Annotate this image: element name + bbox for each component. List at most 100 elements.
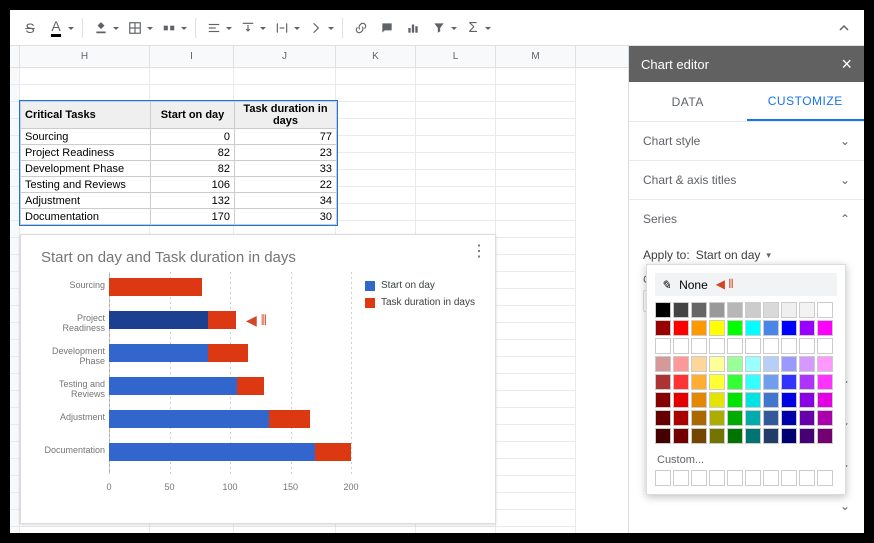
column-header[interactable]: H (20, 46, 150, 67)
link-icon[interactable] (349, 16, 373, 40)
color-swatch[interactable] (781, 410, 797, 426)
color-custom-slot[interactable] (763, 470, 779, 486)
color-swatch[interactable] (691, 302, 707, 318)
color-swatch[interactable] (799, 356, 815, 372)
color-swatch[interactable] (799, 392, 815, 408)
color-swatch[interactable] (691, 410, 707, 426)
section-chart-style[interactable]: Chart style⌄ (629, 122, 864, 161)
chart-menu-icon[interactable]: ⋮ (471, 241, 487, 261)
table-cell[interactable]: 132 (151, 193, 235, 209)
color-swatch[interactable] (745, 392, 761, 408)
color-swatch[interactable] (781, 392, 797, 408)
color-swatch[interactable] (799, 410, 815, 426)
color-swatch[interactable] (763, 374, 779, 390)
color-swatch[interactable] (799, 374, 815, 390)
color-custom-slot[interactable] (745, 470, 761, 486)
column-header[interactable]: K (336, 46, 416, 67)
align-v-icon[interactable] (236, 16, 260, 40)
color-swatch[interactable] (691, 338, 707, 354)
apply-to-value[interactable]: Start on day (696, 248, 761, 262)
color-swatch[interactable] (655, 356, 671, 372)
column-header[interactable]: L (416, 46, 496, 67)
color-custom-label[interactable]: Custom... (655, 450, 837, 468)
color-swatch[interactable] (673, 356, 689, 372)
color-swatch[interactable] (655, 410, 671, 426)
color-swatch[interactable] (727, 356, 743, 372)
color-swatch[interactable] (691, 374, 707, 390)
color-swatch[interactable] (727, 374, 743, 390)
color-swatch[interactable] (763, 428, 779, 444)
color-swatch[interactable] (763, 320, 779, 336)
column-header[interactable]: M (496, 46, 576, 67)
table-cell[interactable]: 22 (235, 177, 337, 193)
color-swatch[interactable] (781, 320, 797, 336)
color-swatch[interactable] (817, 374, 833, 390)
align-h-icon[interactable] (202, 16, 226, 40)
table-cell[interactable]: Development Phase (21, 161, 151, 177)
table-cell[interactable]: 170 (151, 209, 235, 225)
tab-data[interactable]: DATA (629, 82, 747, 121)
color-swatch[interactable] (817, 410, 833, 426)
color-swatch[interactable] (691, 320, 707, 336)
color-swatch[interactable] (799, 338, 815, 354)
color-swatch[interactable] (817, 320, 833, 336)
color-swatch[interactable] (745, 302, 761, 318)
color-swatch[interactable] (655, 302, 671, 318)
color-swatch[interactable] (727, 392, 743, 408)
text-rotate-icon[interactable] (304, 16, 328, 40)
color-swatch[interactable] (709, 302, 725, 318)
color-swatch[interactable] (763, 356, 779, 372)
color-swatch[interactable] (655, 392, 671, 408)
color-swatch[interactable] (709, 356, 725, 372)
table-cell[interactable]: 82 (151, 145, 235, 161)
color-none-option[interactable]: ✎ None ◀ ⦀ (655, 273, 837, 296)
table-cell[interactable]: Testing and Reviews (21, 177, 151, 193)
borders-icon[interactable] (123, 16, 147, 40)
color-swatch[interactable] (781, 338, 797, 354)
color-swatch[interactable] (817, 428, 833, 444)
color-swatch[interactable] (799, 302, 815, 318)
color-swatch[interactable] (727, 302, 743, 318)
color-swatch[interactable] (727, 338, 743, 354)
color-swatch[interactable] (691, 392, 707, 408)
color-swatch[interactable] (763, 338, 779, 354)
color-swatch[interactable] (709, 410, 725, 426)
close-icon[interactable]: × (841, 54, 852, 75)
merge-icon[interactable] (157, 16, 181, 40)
color-swatch[interactable] (709, 374, 725, 390)
fill-color-icon[interactable] (89, 16, 113, 40)
table-cell[interactable]: 23 (235, 145, 337, 161)
color-swatch[interactable] (673, 302, 689, 318)
color-swatch[interactable] (763, 302, 779, 318)
color-swatch[interactable] (673, 374, 689, 390)
color-custom-slot[interactable] (691, 470, 707, 486)
dropdown-caret-icon[interactable]: ▾ (766, 250, 771, 261)
functions-icon[interactable]: Σ (461, 16, 485, 40)
text-color-icon[interactable]: A (44, 16, 68, 40)
color-swatch[interactable] (817, 302, 833, 318)
table-cell[interactable]: Project Readiness (21, 145, 151, 161)
color-swatch[interactable] (655, 338, 671, 354)
color-swatch[interactable] (673, 410, 689, 426)
color-swatch[interactable] (781, 302, 797, 318)
color-custom-slot[interactable] (781, 470, 797, 486)
color-swatch[interactable] (727, 428, 743, 444)
color-swatch[interactable] (781, 428, 797, 444)
table-cell[interactable]: 33 (235, 161, 337, 177)
color-swatch[interactable] (709, 392, 725, 408)
color-custom-slot[interactable] (655, 470, 671, 486)
color-swatch[interactable] (709, 428, 725, 444)
color-swatch[interactable] (655, 374, 671, 390)
column-header[interactable]: I (150, 46, 234, 67)
text-wrap-icon[interactable] (270, 16, 294, 40)
color-swatch[interactable] (673, 320, 689, 336)
color-swatch[interactable] (745, 428, 761, 444)
color-swatch[interactable] (673, 392, 689, 408)
color-swatch[interactable] (655, 428, 671, 444)
color-swatch[interactable] (745, 374, 761, 390)
chart[interactable]: ⋮ Start on day and Task duration in days… (20, 234, 496, 524)
filter-icon[interactable] (427, 16, 451, 40)
table-cell[interactable]: 30 (235, 209, 337, 225)
color-swatch[interactable] (781, 374, 797, 390)
section-chart-axis-titles[interactable]: Chart & axis titles⌄ (629, 161, 864, 200)
